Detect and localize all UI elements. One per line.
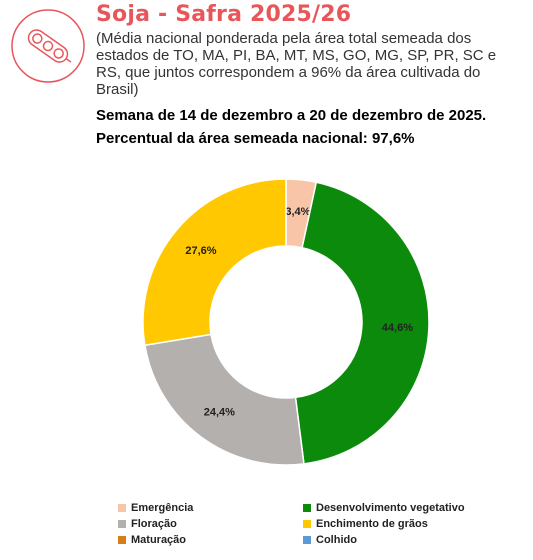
legend-swatch — [118, 504, 126, 512]
page-title: Soja - Safra 2025/26 — [96, 2, 352, 27]
legend-item-2: Floração — [118, 518, 177, 530]
logo-ring-icon — [11, 9, 85, 83]
legend-swatch — [303, 520, 311, 528]
legend-item-3: Enchimento de grãos — [303, 518, 428, 530]
donut-chart: 3,4% 44,6% 24,4% 27,6% — [142, 178, 430, 466]
legend-label: Enchimento de grãos — [316, 518, 428, 530]
legend-label: Maturação — [131, 534, 187, 546]
slice-label-0: 3,4% — [285, 206, 310, 218]
soybean-pod-icon — [27, 29, 72, 63]
legend-swatch — [303, 504, 311, 512]
donut-slice-2 — [144, 333, 305, 466]
page-subtitle: (Média nacional ponderada pela área tota… — [96, 30, 497, 98]
slice-label-3: 27,6% — [185, 245, 216, 257]
legend-label: Floração — [131, 518, 177, 530]
legend-swatch — [118, 520, 126, 528]
legend-swatch — [303, 536, 311, 544]
legend-label: Colhido — [316, 534, 357, 546]
sown-area-share: Percentual da área semeada nacional: 97,… — [96, 130, 415, 147]
soybean-logo — [11, 9, 85, 83]
slice-label-1: 44,6% — [382, 322, 413, 334]
legend-item-1: Desenvolvimento vegetativo — [303, 502, 465, 514]
slice-label-2: 24,4% — [204, 406, 235, 418]
donut-slice-3 — [142, 178, 287, 347]
legend-item-5: Colhido — [303, 534, 357, 546]
legend-label: Emergência — [131, 502, 194, 514]
legend-item-4: Maturação — [118, 534, 186, 546]
donut-slice-1 — [294, 181, 430, 465]
week-range: Semana de 14 de dezembro a 20 de dezembr… — [96, 107, 487, 124]
legend-item-0: Emergência — [118, 502, 193, 514]
legend-swatch — [118, 536, 126, 544]
legend-label: Desenvolvimento vegetativo — [316, 502, 465, 514]
